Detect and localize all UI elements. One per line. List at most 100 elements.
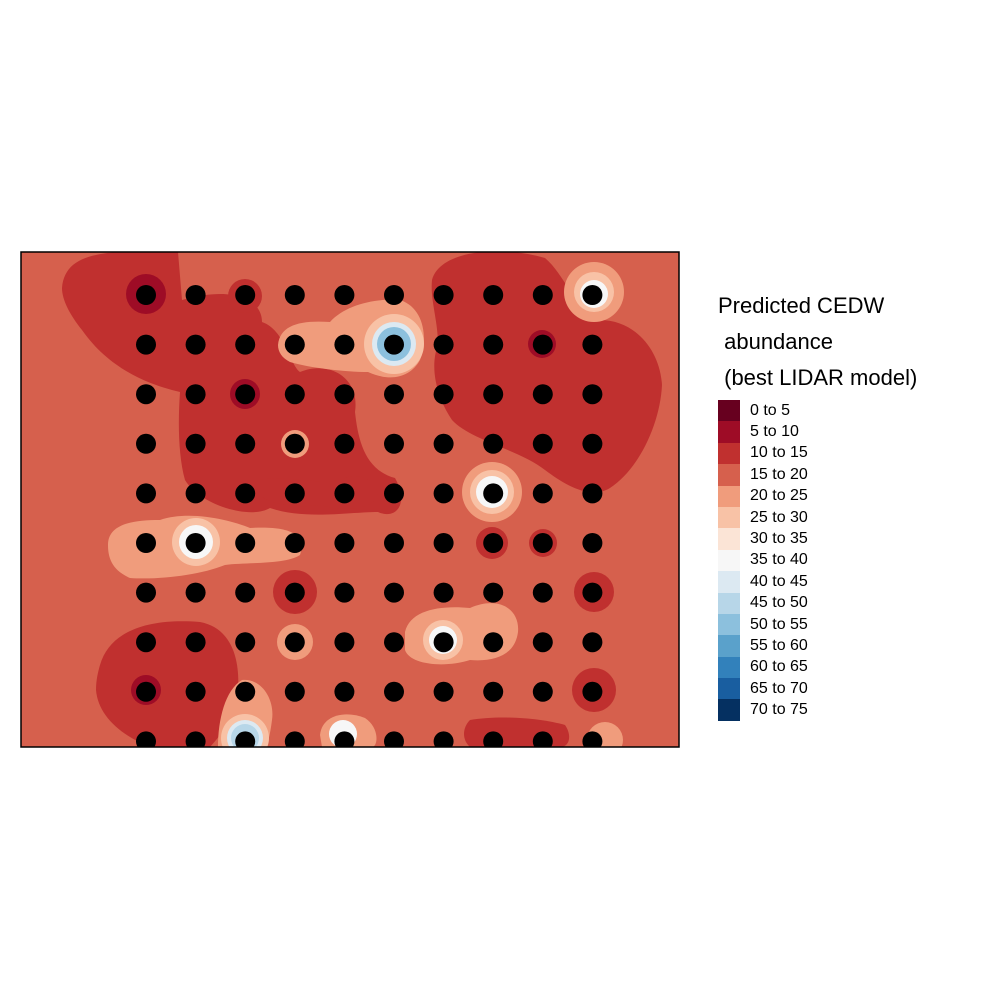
sample-point [235, 483, 256, 504]
sample-point [284, 632, 305, 653]
legend-label: 20 to 25 [750, 487, 808, 505]
legend-swatch [718, 592, 740, 614]
sample-point [334, 285, 355, 305]
sample-point [136, 632, 156, 653]
sample-point [433, 533, 454, 553]
legend-item: 20 to 25 [718, 485, 917, 507]
sample-point [235, 433, 256, 454]
sample-point [334, 632, 355, 653]
sample-point [136, 384, 156, 405]
sample-point [483, 681, 504, 702]
legend-swatch [718, 485, 740, 507]
legend-swatch [718, 506, 740, 529]
sample-point [483, 483, 504, 504]
legend-swatch [718, 400, 740, 422]
legend-label: 45 to 50 [750, 594, 808, 612]
legend-swatch [718, 528, 740, 550]
sample-point [185, 285, 206, 305]
legend: Predicted CEDW abundance (best LIDAR mod… [718, 288, 917, 721]
sample-point [582, 533, 603, 553]
sample-point [384, 632, 404, 653]
legend-item: 45 to 50 [718, 592, 917, 614]
sample-point [334, 731, 355, 747]
sample-point [483, 433, 504, 454]
legend-item: 0 to 5 [718, 400, 917, 422]
sample-point [136, 681, 156, 702]
sample-point [532, 483, 553, 504]
legend-items: 0 to 5 5 to 10 10 to 15 15 to 20 20 to 25 25 … [718, 400, 917, 721]
legend-swatch [718, 464, 740, 486]
sample-point [582, 582, 603, 603]
sample-point [532, 533, 553, 553]
legend-label: 30 to 35 [750, 530, 808, 548]
sample-point [384, 681, 404, 702]
sample-point [284, 731, 305, 747]
legend-swatch [718, 699, 740, 721]
sample-point [136, 582, 156, 603]
sample-point [582, 433, 603, 454]
sample-point [334, 483, 355, 504]
legend-label: 35 to 40 [750, 551, 808, 569]
legend-title-line: (best LIDAR model) [718, 365, 918, 390]
sample-point [185, 731, 206, 747]
legend-label: 60 to 65 [750, 658, 808, 676]
legend-swatch [718, 678, 740, 700]
sample-point [433, 681, 454, 702]
sample-point [532, 582, 553, 603]
sample-point [384, 384, 404, 405]
legend-item: 60 to 65 [718, 656, 917, 679]
zone-upper-right [431, 252, 662, 493]
sample-point [334, 681, 355, 702]
legend-label: 40 to 45 [750, 572, 808, 590]
legend-swatch [718, 421, 740, 443]
legend-label: 70 to 75 [750, 701, 808, 719]
sample-point [136, 334, 156, 355]
sample-point [136, 483, 156, 504]
sample-point [185, 582, 206, 603]
sample-point [235, 384, 256, 405]
zone-upper-left [62, 252, 402, 515]
sample-point [384, 285, 404, 305]
sample-point [334, 384, 355, 405]
legend-label: 50 to 55 [750, 615, 808, 633]
sample-point [284, 681, 305, 702]
sample-point [582, 681, 603, 702]
sample-point [483, 582, 504, 603]
legend-swatch [718, 613, 740, 636]
sample-point [433, 483, 454, 504]
sample-point [582, 285, 603, 305]
sample-point [433, 433, 454, 454]
sample-point [185, 483, 206, 504]
legend-item: 10 to 15 [718, 442, 917, 465]
sample-point [384, 334, 404, 355]
sample-point [235, 681, 256, 702]
sample-point [532, 433, 553, 454]
legend-item: 55 to 60 [718, 635, 917, 657]
sample-point [582, 483, 603, 504]
sample-point [284, 483, 305, 504]
sample-point [582, 632, 603, 653]
sample-point [532, 731, 553, 747]
legend-label: 55 to 60 [750, 636, 808, 654]
sample-point [384, 533, 404, 553]
legend-label: 15 to 20 [750, 465, 808, 483]
sample-point [433, 285, 454, 305]
sample-point [284, 433, 305, 454]
sample-point [235, 334, 256, 355]
legend-label: 0 to 5 [750, 401, 791, 419]
sample-point [483, 384, 504, 405]
sample-point [433, 632, 454, 653]
sample-point [185, 533, 206, 553]
sample-point [334, 582, 355, 603]
zone-lower-left [96, 621, 239, 747]
legend-label: 65 to 70 [750, 679, 808, 697]
sample-point [483, 334, 504, 355]
sample-point [582, 334, 603, 355]
legend-title-line: abundance [718, 329, 833, 354]
sample-point [532, 384, 553, 405]
legend-swatch [718, 656, 740, 679]
sample-point [433, 582, 454, 603]
sample-point [433, 731, 454, 747]
sample-point [483, 632, 504, 653]
